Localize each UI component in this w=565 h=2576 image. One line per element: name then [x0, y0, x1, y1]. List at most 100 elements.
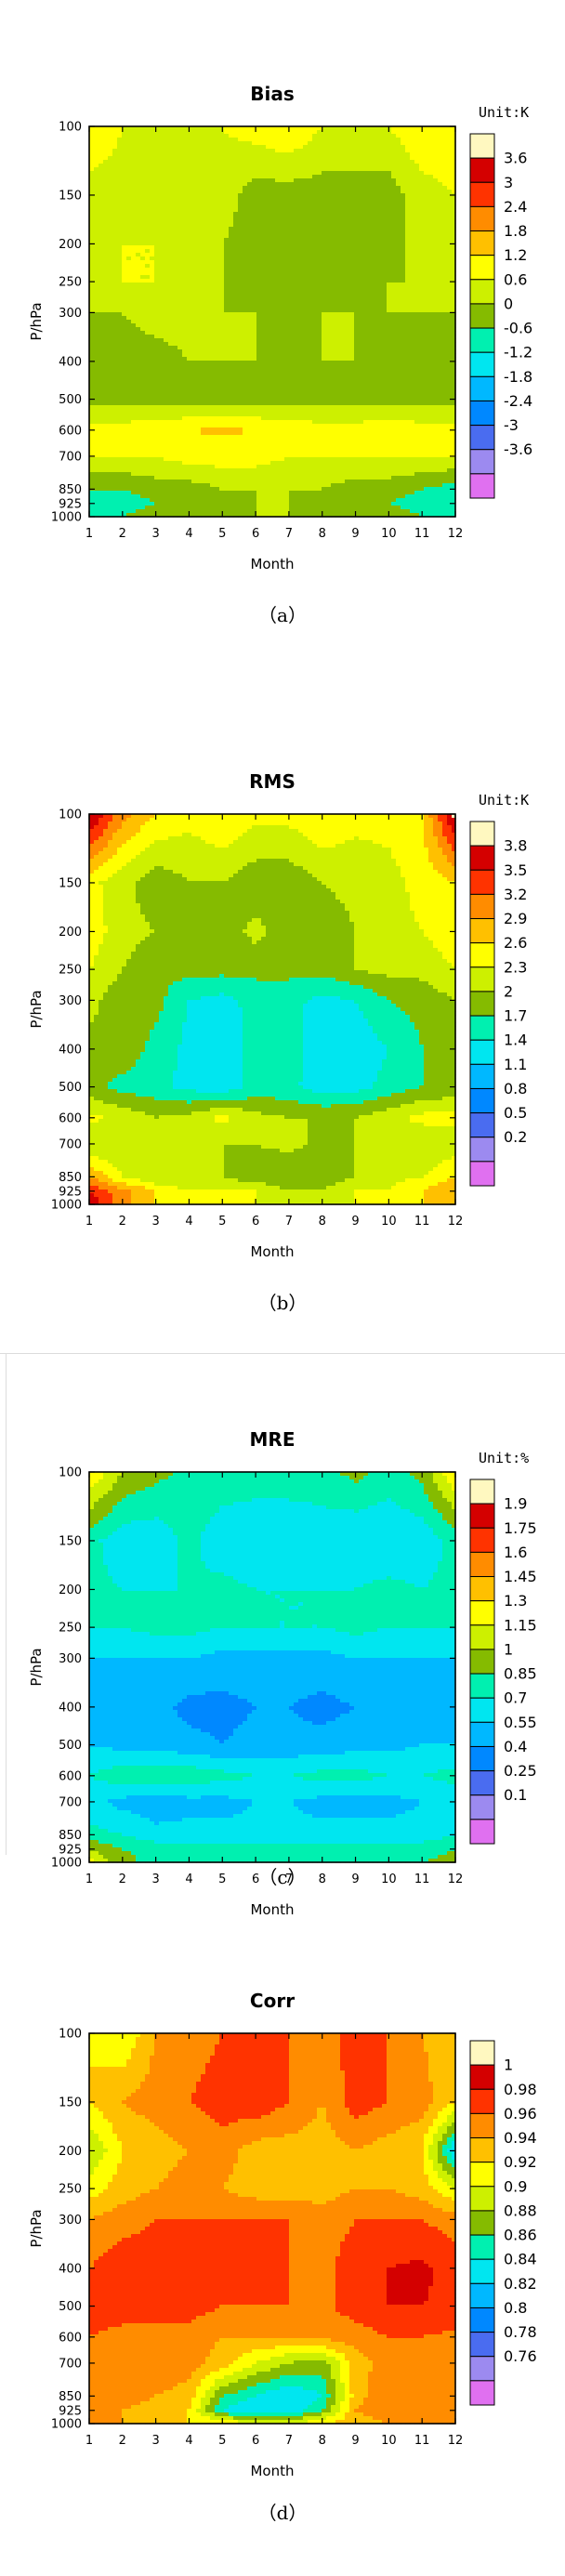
field-cell: [373, 193, 378, 198]
field-cell: [428, 134, 434, 138]
field-cell: [182, 193, 188, 198]
field-cell: [414, 271, 420, 276]
field-cell: [373, 264, 378, 269]
field-cell: [229, 253, 234, 257]
field-cell: [191, 193, 197, 198]
field-cell: [182, 156, 188, 161]
field-cell: [191, 190, 197, 194]
field-cell: [173, 149, 178, 153]
field-cell: [140, 138, 146, 142]
field-cell: [117, 223, 123, 228]
field-cell: [447, 309, 453, 313]
field-cell: [280, 130, 285, 135]
field-cell: [447, 223, 453, 228]
field-cell: [410, 141, 415, 146]
field-cell: [210, 301, 216, 306]
field-cell: [224, 346, 230, 350]
field-cell: [419, 268, 425, 272]
field-cell: [401, 182, 406, 187]
field-cell: [173, 268, 178, 272]
field-cell: [331, 141, 336, 146]
field-cell: [298, 312, 304, 317]
field-cell: [405, 342, 411, 347]
field-cell: [191, 160, 197, 164]
field-cell: [112, 245, 118, 250]
field-cell: [266, 335, 271, 339]
field-cell: [382, 260, 388, 265]
field-cell: [252, 223, 257, 228]
field-cell: [345, 178, 350, 183]
field-cell: [401, 253, 406, 257]
field-cell: [103, 264, 109, 269]
field-cell: [243, 138, 248, 142]
field-cell: [99, 223, 104, 228]
field-cell: [219, 167, 225, 172]
field-cell: [289, 349, 295, 354]
field-cell: [349, 357, 355, 361]
field-cell: [331, 242, 336, 246]
field-cell: [247, 242, 253, 246]
field-cell: [303, 178, 309, 183]
field-cell: [159, 152, 164, 157]
field-cell: [256, 171, 262, 176]
field-cell: [243, 167, 248, 172]
field-cell: [150, 130, 155, 135]
field-cell: [99, 279, 104, 283]
field-cell: [266, 238, 271, 243]
field-cell: [238, 208, 243, 213]
field-cell: [112, 201, 118, 205]
field-cell: [229, 323, 234, 328]
field-cell: [154, 219, 160, 224]
field-cell: [247, 312, 253, 317]
field-cell: [368, 305, 374, 309]
field-cell: [284, 275, 290, 280]
field-cell: [298, 193, 304, 198]
field-cell: [452, 320, 456, 324]
field-cell: [303, 204, 309, 209]
field-cell: [182, 312, 188, 317]
field-cell: [414, 309, 420, 313]
field-cell: [349, 260, 355, 265]
field-cell: [145, 238, 151, 243]
field-cell: [182, 264, 188, 269]
field-cell: [326, 290, 332, 295]
field-cell: [275, 204, 281, 209]
field-cell: [168, 245, 174, 250]
field-cell: [349, 238, 355, 243]
field-cell: [243, 219, 248, 224]
field-cell: [359, 126, 364, 131]
field-cell: [177, 245, 183, 250]
field-cell: [396, 223, 401, 228]
field-cell: [215, 327, 220, 332]
field-cell: [145, 335, 151, 339]
field-cell: [89, 342, 95, 347]
field-cell: [303, 190, 309, 194]
field-cell: [303, 283, 309, 287]
field-cell: [419, 305, 425, 309]
field-cell: [94, 264, 99, 269]
field-cell: [122, 238, 127, 243]
field-cell: [387, 186, 392, 191]
field-cell: [317, 305, 322, 309]
field-cell: [112, 167, 118, 172]
field-cell: [298, 353, 304, 358]
field-cell: [266, 126, 271, 131]
field-cell: [252, 357, 257, 361]
field-cell: [164, 342, 169, 347]
field-cell: [201, 320, 206, 324]
field-cell: [256, 309, 262, 313]
field-cell: [345, 294, 350, 298]
field-cell: [322, 141, 327, 146]
field-cell: [229, 164, 234, 168]
field-cell: [447, 234, 453, 239]
field-cell: [201, 301, 206, 306]
field-cell: [94, 271, 99, 276]
field-cell: [317, 164, 322, 168]
field-cell: [387, 268, 392, 272]
field-cell: [140, 353, 146, 358]
field-cell: [363, 294, 369, 298]
field-cell: [140, 294, 146, 298]
field-cell: [298, 186, 304, 191]
field-cell: [150, 190, 155, 194]
field-cell: [164, 160, 169, 164]
